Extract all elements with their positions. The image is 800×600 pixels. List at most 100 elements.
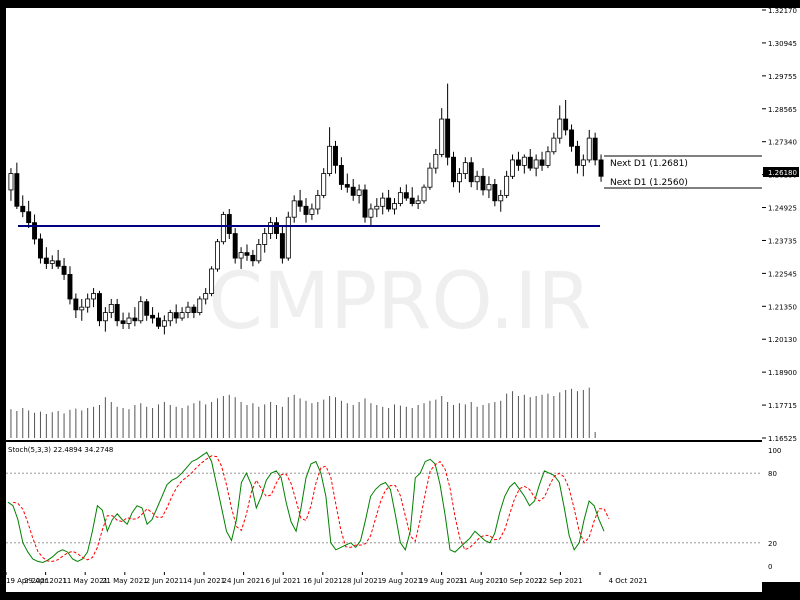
candle-body (185, 306, 191, 313)
price-tick-label: 1.17715 (768, 402, 797, 410)
candle-body (510, 159, 515, 177)
date-tick-label: 10 Sep 2021 (499, 577, 543, 585)
candle (8, 168, 14, 201)
candle (515, 151, 521, 171)
candle-body (574, 145, 580, 166)
price-tick-label: 1.20130 (768, 336, 797, 344)
candle (557, 105, 563, 144)
candle (421, 184, 427, 204)
candle-body (445, 118, 451, 158)
candle (244, 244, 250, 261)
candle (161, 315, 167, 335)
candle-body (557, 118, 563, 139)
date-tick-label: 4 Oct 2021 (609, 577, 648, 585)
candle (97, 290, 102, 327)
candle-body (156, 317, 161, 327)
candle-body (462, 162, 468, 174)
candle (209, 266, 215, 297)
candle-body (586, 137, 592, 161)
candle (468, 157, 474, 188)
indicator-label: Stoch(5,3,3) 22.4894 34.2748 (8, 446, 113, 454)
candle (185, 301, 191, 319)
candle (43, 247, 49, 269)
candle (268, 217, 274, 239)
candle (350, 179, 356, 201)
candle-body (386, 197, 392, 210)
candle-body (49, 260, 55, 264)
candle (262, 228, 268, 253)
candle (309, 203, 315, 220)
candle-body (244, 252, 250, 256)
candle-body (132, 317, 138, 322)
candle (114, 298, 120, 327)
candle (433, 149, 439, 174)
candle (256, 238, 262, 264)
candle (85, 293, 91, 313)
candle-body (397, 192, 403, 204)
candle-body (61, 265, 67, 275)
price-tick-label: 1.24925 (768, 205, 797, 213)
candle (574, 140, 580, 174)
candle-body (215, 241, 220, 270)
candle (303, 198, 309, 223)
price-tick-label: 1.32170 (768, 7, 797, 15)
date-tick-label: 19 Aug 2021 (419, 577, 464, 585)
candle-body (486, 184, 492, 191)
candle (580, 154, 586, 177)
candle (456, 168, 462, 193)
price-tick-label: 1.28565 (768, 106, 797, 114)
price-tick-label: 1.22545 (768, 270, 797, 278)
price-axis (762, 8, 800, 582)
candle (291, 195, 297, 223)
candle-body (421, 186, 427, 202)
candle (156, 312, 161, 329)
candle-body (468, 162, 474, 183)
candle-body (167, 312, 173, 322)
candle-body (598, 159, 604, 177)
candle-body (197, 298, 203, 313)
candle (167, 309, 173, 327)
current-price-marker (763, 167, 799, 177)
candle-body (120, 320, 126, 324)
candle-body (161, 320, 167, 327)
price-tick-label: 1.21350 (768, 303, 797, 311)
candle-body (256, 244, 262, 262)
candle-body (55, 260, 61, 267)
candle (67, 266, 73, 305)
candle-body (403, 192, 409, 199)
date-tick-label: 24 Jun 2021 (223, 577, 265, 585)
candle (498, 189, 504, 212)
date-tick-label: 6 Jul 2021 (266, 577, 301, 585)
candle-body (439, 118, 445, 155)
candle-body (250, 254, 256, 262)
date-tick-label: 21 May 2021 (102, 577, 148, 585)
date-tick-label: 19 Apr 2021 (6, 577, 49, 585)
candle (285, 211, 291, 261)
candle (37, 233, 43, 264)
candle (315, 189, 321, 215)
candle-body (380, 197, 386, 207)
candle-body (321, 173, 327, 196)
next-level-label: Next D1 (1.2681) (610, 159, 688, 169)
candle-body (203, 293, 209, 300)
candle-body (79, 306, 85, 311)
watermark: CMPRO.IR (208, 257, 591, 347)
candle (403, 184, 409, 201)
date-tick-label: 29 Apr 2021 (24, 577, 67, 585)
price-tick-label: 1.16525 (768, 435, 797, 443)
candle (333, 140, 338, 174)
candle (203, 288, 209, 305)
candle-body (138, 301, 144, 322)
candle-body (26, 211, 32, 224)
candle (108, 298, 114, 319)
candle-body (527, 156, 533, 169)
candle-body (14, 173, 20, 207)
candle-body (97, 293, 102, 322)
candle (539, 151, 545, 171)
candle-body (309, 208, 315, 215)
candle-body (291, 200, 297, 218)
stoch-main-line (7, 451, 605, 564)
candle-body (150, 314, 156, 319)
current-price-label: 1.26180 (768, 169, 797, 177)
candle (138, 296, 144, 324)
